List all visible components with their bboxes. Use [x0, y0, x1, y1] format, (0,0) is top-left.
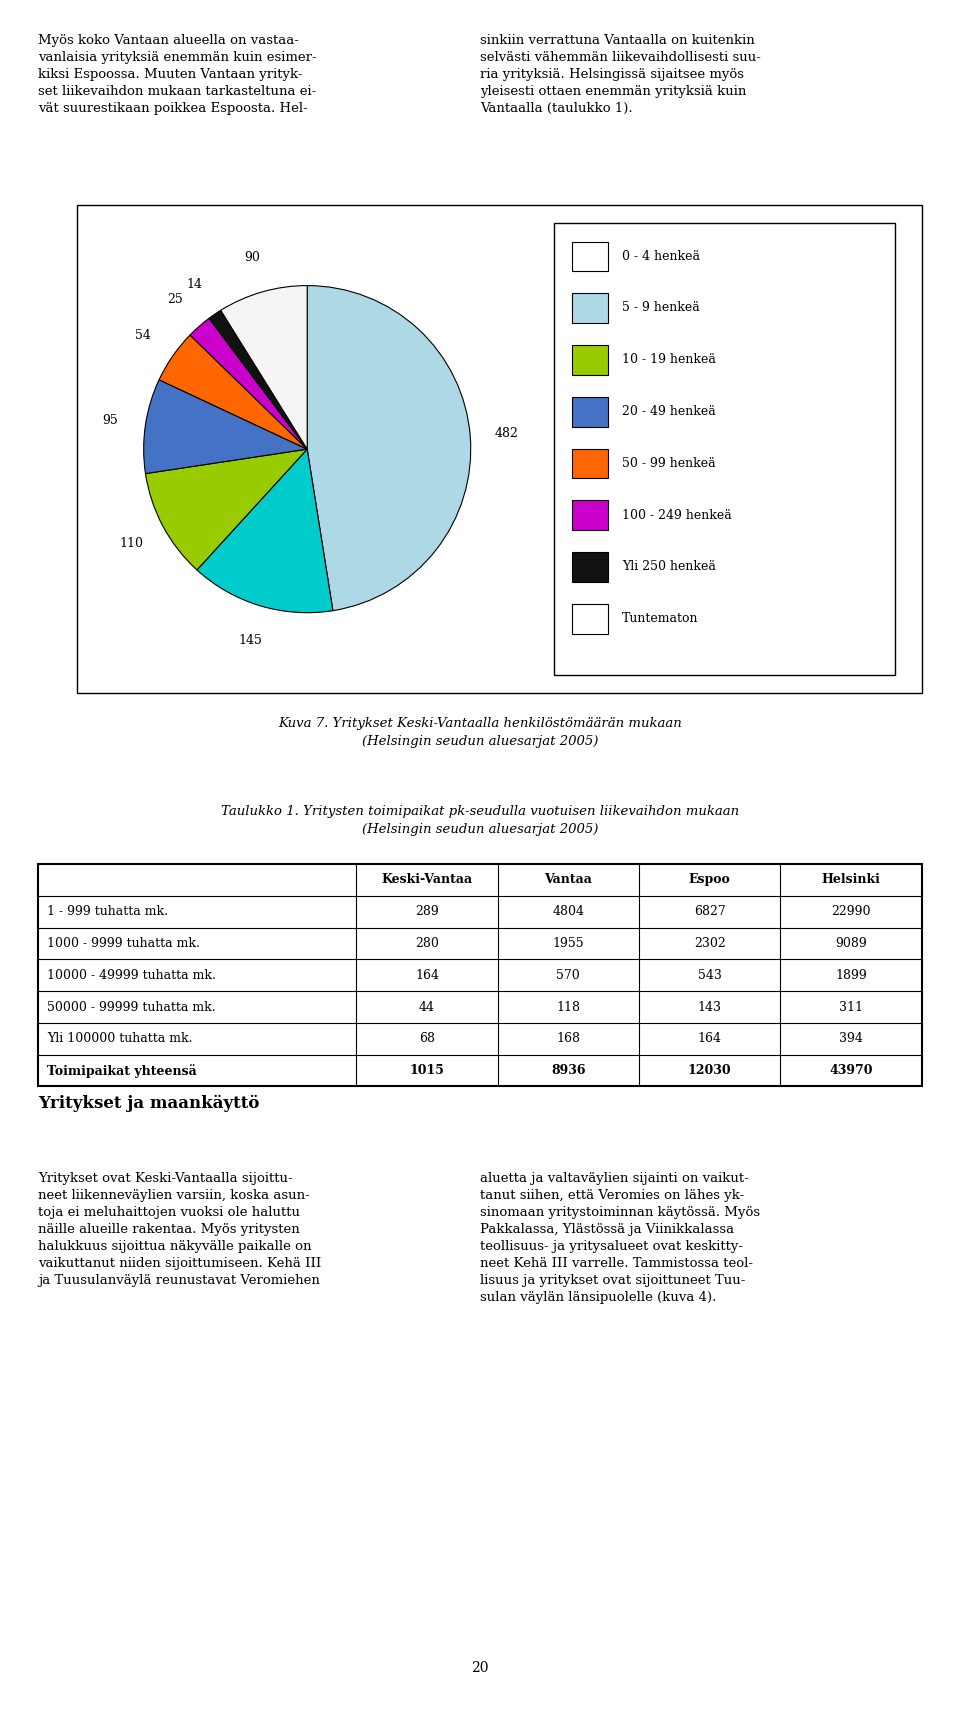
Wedge shape [159, 335, 307, 448]
Text: Tuntematon: Tuntematon [622, 613, 698, 625]
Bar [572, 604, 608, 633]
Text: 311: 311 [839, 1001, 863, 1013]
Wedge shape [144, 380, 307, 474]
Text: 394: 394 [839, 1032, 863, 1045]
Text: 482: 482 [494, 428, 518, 440]
Wedge shape [197, 448, 333, 613]
Text: Yli 250 henkeä: Yli 250 henkeä [622, 559, 715, 573]
Text: 50000 - 99999 tuhatta mk.: 50000 - 99999 tuhatta mk. [47, 1001, 216, 1013]
Text: 543: 543 [698, 968, 722, 982]
Wedge shape [146, 448, 307, 570]
Text: 90: 90 [245, 252, 260, 263]
Text: 8936: 8936 [551, 1064, 586, 1078]
Text: 6827: 6827 [694, 905, 726, 919]
Text: 1955: 1955 [553, 938, 584, 950]
Text: 168: 168 [556, 1032, 580, 1045]
Text: 289: 289 [415, 905, 439, 919]
Text: 110: 110 [119, 537, 143, 549]
Text: 164: 164 [698, 1032, 722, 1045]
Text: sinkiin verrattuna Vantaalla on kuitenkin
selvästi vähemmän liikevaihdollisesti : sinkiin verrattuna Vantaalla on kuitenki… [480, 34, 761, 115]
Text: Vantaa: Vantaa [544, 873, 592, 886]
Bar [572, 346, 608, 375]
Wedge shape [190, 318, 307, 448]
Text: 14: 14 [186, 277, 203, 291]
Wedge shape [221, 286, 307, 448]
Text: 0 - 4 henkeä: 0 - 4 henkeä [622, 250, 700, 263]
Text: 1015: 1015 [410, 1064, 444, 1078]
Bar [572, 500, 608, 530]
Text: 68: 68 [419, 1032, 435, 1045]
Text: 10 - 19 henkeä: 10 - 19 henkeä [622, 352, 715, 366]
Text: 20: 20 [471, 1661, 489, 1675]
Text: 54: 54 [135, 329, 151, 342]
Text: 50 - 99 henkeä: 50 - 99 henkeä [622, 457, 715, 471]
Text: 25: 25 [168, 293, 183, 306]
Text: 280: 280 [415, 938, 439, 950]
Text: 1899: 1899 [835, 968, 867, 982]
Text: 5 - 9 henkeä: 5 - 9 henkeä [622, 301, 700, 315]
Text: Toimipaikat yhteensä: Toimipaikat yhteensä [47, 1064, 197, 1078]
Text: 95: 95 [102, 414, 118, 428]
Text: Espoo: Espoo [688, 873, 731, 886]
Bar [572, 293, 608, 323]
Text: 1 - 999 tuhatta mk.: 1 - 999 tuhatta mk. [47, 905, 168, 919]
Text: Yritykset ja maankäyttö: Yritykset ja maankäyttö [38, 1095, 260, 1112]
Text: 100 - 249 henkeä: 100 - 249 henkeä [622, 508, 732, 522]
Bar [572, 553, 608, 582]
Text: 570: 570 [557, 968, 580, 982]
Text: Yli 100000 tuhatta mk.: Yli 100000 tuhatta mk. [47, 1032, 193, 1045]
Wedge shape [307, 286, 470, 611]
Text: 2302: 2302 [694, 938, 726, 950]
Text: 1000 - 9999 tuhatta mk.: 1000 - 9999 tuhatta mk. [47, 938, 200, 950]
Bar [572, 448, 608, 479]
Text: aluetta ja valtaväylien sijainti on vaikut-
tanut siihen, että Veromies on lähes: aluetta ja valtaväylien sijainti on vaik… [480, 1172, 760, 1304]
Text: 164: 164 [415, 968, 439, 982]
Text: Keski-Vantaa: Keski-Vantaa [381, 873, 472, 886]
Text: 12030: 12030 [687, 1064, 732, 1078]
Text: 143: 143 [698, 1001, 722, 1013]
Text: Yritykset ovat Keski-Vantaalla sijoittu-
neet liikenneväylien varsiin, koska asu: Yritykset ovat Keski-Vantaalla sijoittu-… [38, 1172, 322, 1287]
Text: 4804: 4804 [552, 905, 585, 919]
Text: 9089: 9089 [835, 938, 867, 950]
Bar [572, 241, 608, 272]
Text: Kuva 7. Yritykset Keski-Vantaalla henkilöstömäärän mukaan
(Helsingin seudun alue: Kuva 7. Yritykset Keski-Vantaalla henkil… [278, 717, 682, 748]
Text: 20 - 49 henkeä: 20 - 49 henkeä [622, 406, 715, 417]
Text: 10000 - 49999 tuhatta mk.: 10000 - 49999 tuhatta mk. [47, 968, 216, 982]
Bar [572, 397, 608, 426]
Wedge shape [209, 310, 307, 448]
Text: Myös koko Vantaan alueella on vastaa-
vanlaisia yrityksiä enemmän kuin esimer-
k: Myös koko Vantaan alueella on vastaa- va… [38, 34, 317, 115]
Text: 44: 44 [419, 1001, 435, 1013]
Text: 43970: 43970 [829, 1064, 873, 1078]
Text: Taulukko 1. Yritysten toimipaikat pk-seudulla vuotuisen liikevaihdon mukaan
(Hel: Taulukko 1. Yritysten toimipaikat pk-seu… [221, 804, 739, 837]
Text: 22990: 22990 [831, 905, 871, 919]
Text: 145: 145 [238, 633, 262, 647]
Text: Helsinki: Helsinki [822, 873, 880, 886]
Text: 118: 118 [556, 1001, 580, 1013]
